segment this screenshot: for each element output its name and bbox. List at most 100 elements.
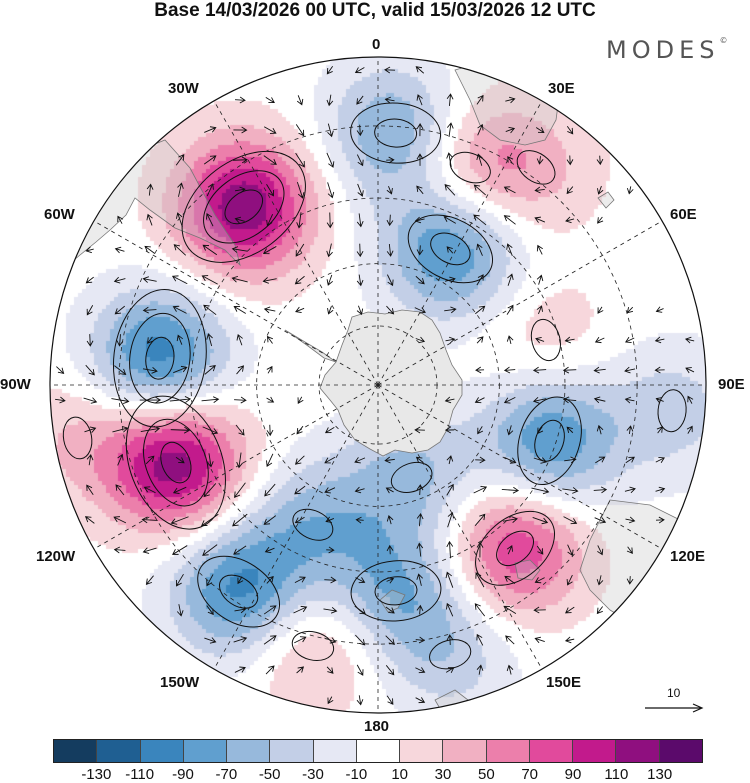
wind-vector [562, 396, 577, 404]
wind-vector [386, 156, 395, 164]
streamline [449, 151, 491, 184]
wind-vector [562, 487, 579, 494]
wind-vector [86, 305, 94, 316]
colorbar-labels: -130 -110 -90 -70 -50 -30 -10 10 30 50 70 90 110 130 [0, 766, 750, 783]
wind-vector [266, 396, 275, 403]
wind-vector [416, 604, 424, 615]
wind-vector [655, 306, 664, 313]
streamline [534, 419, 565, 462]
wind-vector [566, 155, 574, 166]
streamlines [62, 102, 687, 670]
latitude-circle [256, 263, 500, 507]
wind-vector [265, 97, 275, 104]
wind-vector [357, 183, 364, 197]
wind-vector [536, 244, 543, 255]
wind-vector [204, 126, 217, 133]
wind-vector [386, 695, 394, 705]
meridian-line [213, 100, 379, 386]
colorbar-swatch [573, 740, 617, 762]
wind-vector [532, 366, 547, 374]
wind-vector [626, 306, 634, 314]
wind-vector [444, 396, 455, 404]
wind-vector [354, 486, 365, 494]
wind-vector [85, 276, 94, 284]
meridian-line [377, 220, 663, 386]
wind-vector [143, 486, 156, 494]
wind-vector [687, 395, 694, 404]
wind-vector [145, 455, 155, 465]
lon-label-60e: 60E [670, 206, 697, 223]
colorbar-swatch [616, 740, 660, 762]
wind-vector [501, 486, 520, 494]
wind-vector [233, 636, 248, 643]
wind-vector [236, 365, 245, 375]
lon-label-150e: 150E [546, 674, 582, 691]
wind-vector [566, 426, 574, 434]
wind-vector [506, 335, 514, 345]
wind-vector [503, 186, 516, 194]
wind-vector [294, 576, 306, 584]
wind-vector [386, 243, 394, 257]
wind-vector [445, 571, 454, 588]
wind-vector [566, 574, 573, 586]
wind-vector [171, 275, 188, 285]
wind-vector [507, 273, 514, 286]
wind-vector [414, 307, 426, 314]
wind-vector [235, 96, 246, 104]
wind-vector [625, 456, 635, 464]
wind-vector [446, 122, 454, 137]
colorbar-swatch [400, 740, 444, 762]
wind-vector [326, 94, 334, 107]
wind-vector [386, 544, 394, 555]
wind-vector [506, 425, 514, 436]
wind-vector [532, 516, 549, 525]
wind-vector [354, 457, 366, 464]
wind-vector [624, 396, 635, 404]
wind-vector [145, 575, 154, 585]
wind-vector [233, 126, 248, 134]
wind-vector [294, 455, 305, 465]
wind-vector [203, 155, 217, 165]
wind-vector [503, 396, 516, 404]
streamline [203, 170, 285, 244]
lon-label-90e: 90E [718, 376, 745, 393]
wind-vector [262, 246, 277, 255]
wind-vector [536, 156, 544, 165]
colorbar-tick-label: -110 [125, 766, 155, 783]
wind-vector [535, 336, 545, 344]
meridian-line [213, 384, 379, 670]
wind-vector [177, 182, 184, 197]
copyright-mark: © [719, 36, 728, 45]
wind-vector [84, 516, 95, 524]
colorbar-tick-label: 30 [434, 766, 452, 783]
wind-vector [294, 275, 305, 285]
wind-vector [596, 424, 604, 435]
streamline [374, 118, 418, 148]
wind-vector [416, 123, 424, 137]
wind-vector [263, 515, 277, 525]
wind-vector [325, 516, 335, 523]
wind-vector [446, 246, 454, 254]
lon-label-30e: 30E [548, 80, 575, 97]
wind-vector [326, 666, 334, 674]
wind-vector [506, 664, 514, 675]
wind-vector [147, 336, 154, 344]
wind-vector [506, 304, 514, 315]
wind-vector [170, 516, 189, 525]
wind-vector [175, 456, 185, 464]
wind-vector [385, 665, 395, 676]
colorbar-tick-label: 90 [564, 766, 582, 783]
wind-vector [142, 367, 158, 374]
streamline [112, 289, 207, 428]
lon-label-150w: 150W [160, 674, 200, 691]
wind-vector [593, 396, 606, 404]
wind-vector [505, 635, 515, 645]
tasmania-landmass [514, 559, 541, 581]
latitude-circle [190, 197, 566, 573]
wind-vector [324, 487, 336, 494]
wind-vector [266, 335, 274, 344]
wind-vector [655, 457, 665, 464]
wind-vector [144, 245, 156, 255]
wind-vector [324, 576, 337, 584]
